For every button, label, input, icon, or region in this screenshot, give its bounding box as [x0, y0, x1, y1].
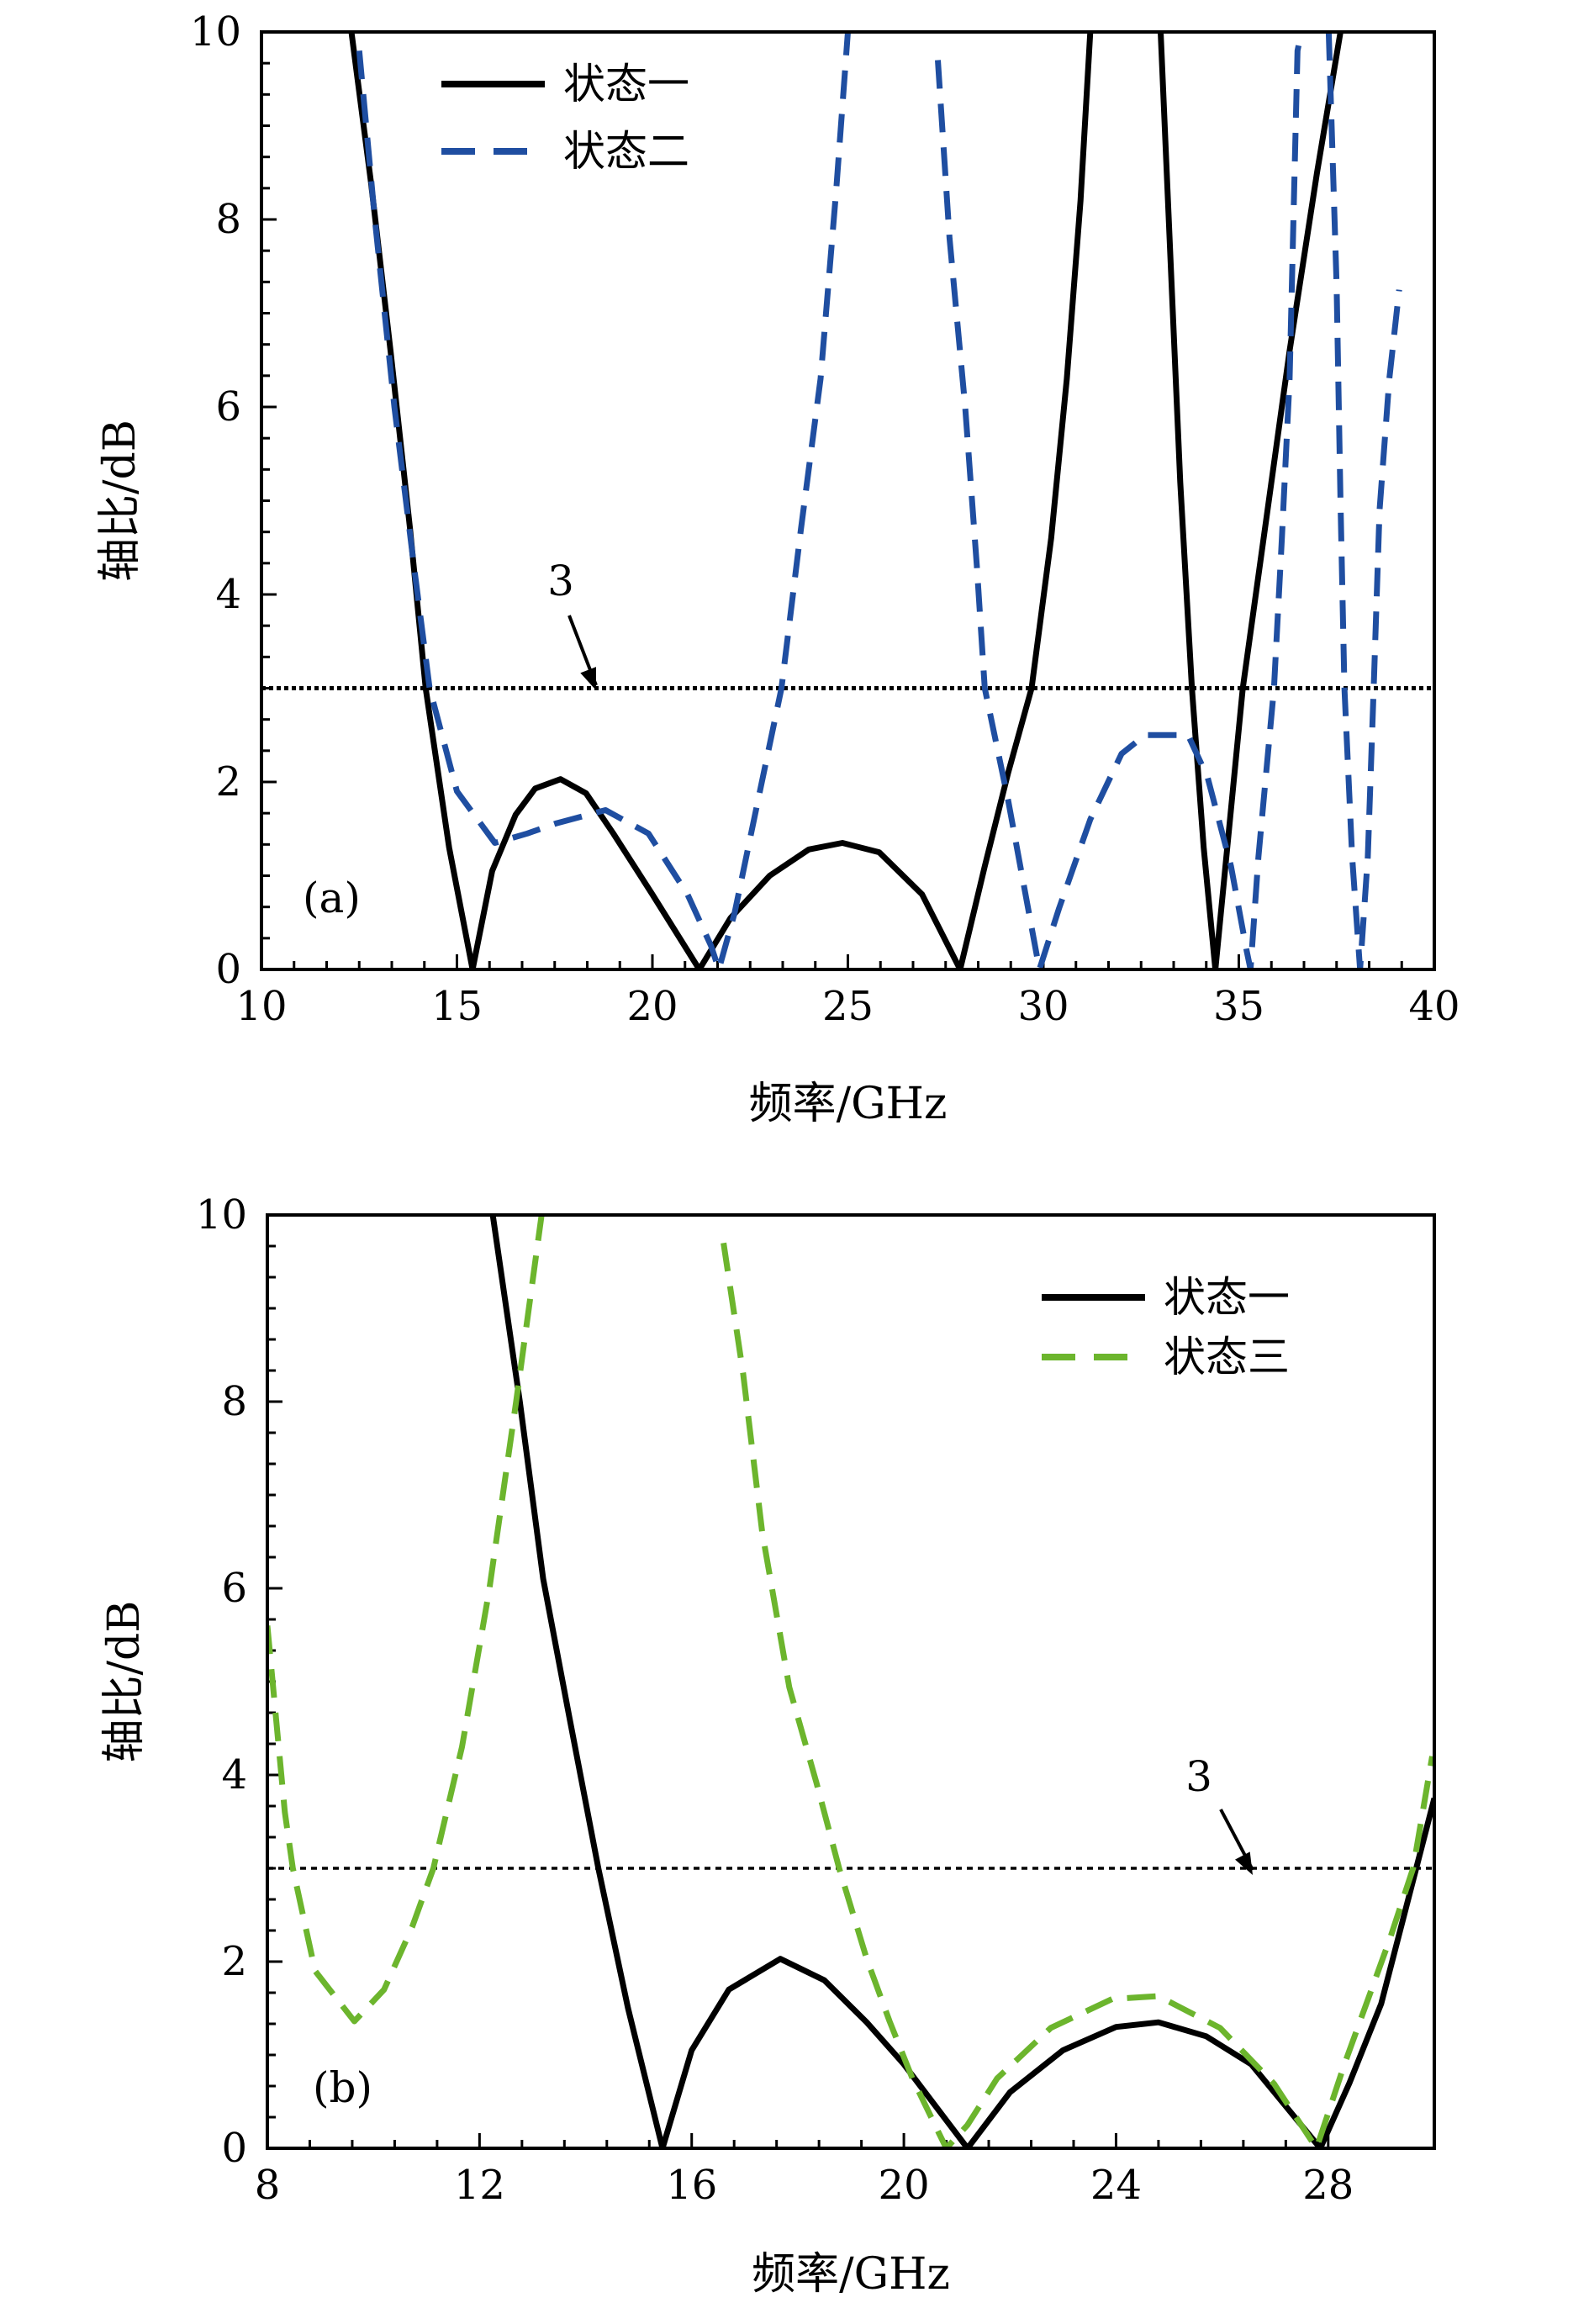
plot-frame	[266, 1213, 1436, 2150]
x-tick-label: 10	[235, 983, 287, 1030]
x-tick-label: 12	[454, 2162, 505, 2209]
y-tick-label: 4	[221, 1751, 247, 1798]
threshold-label: 3	[547, 557, 574, 605]
legend-label: 状态一	[1164, 1273, 1290, 1322]
series-line-2	[267, 1215, 545, 2025]
series-line-2	[1325, 32, 1402, 969]
series-line-2	[935, 32, 1305, 969]
x-tick-label: 8	[255, 2162, 281, 2209]
legend-label: 状态三	[1164, 1333, 1290, 1381]
series-line-2	[721, 1242, 1434, 2148]
panel-label: (b)	[313, 2063, 372, 2112]
y-tick-label: 10	[190, 8, 241, 55]
arrow-head-icon	[580, 667, 596, 690]
y-tick-label: 0	[221, 2125, 247, 2172]
x-axis-title: 频率/GHz	[752, 2249, 950, 2300]
series-line-1	[348, 32, 1094, 969]
series-line-2	[356, 32, 851, 969]
y-tick-label: 2	[215, 758, 241, 805]
y-tick-label: 4	[215, 571, 241, 618]
legend-label: 状态二	[563, 127, 689, 176]
y-tick-label: 2	[221, 1938, 247, 1985]
x-tick-label: 30	[1017, 983, 1069, 1030]
series-line-1	[489, 1215, 1434, 2148]
x-tick-label: 15	[431, 983, 483, 1030]
y-tick-label: 6	[215, 383, 241, 430]
y-tick-label: 8	[221, 1378, 247, 1425]
x-tick-label: 28	[1302, 2162, 1354, 2209]
y-tick-label: 0	[215, 946, 241, 993]
x-tick-label: 20	[879, 2162, 930, 2209]
x-tick-label: 24	[1090, 2162, 1142, 2209]
panel-label: (a)	[303, 874, 361, 922]
plot-frame	[260, 30, 1436, 971]
x-tick-label: 20	[626, 983, 678, 1030]
y-tick-label: 8	[215, 196, 241, 243]
x-tick-label: 35	[1213, 983, 1264, 1030]
arrow-head-icon	[1235, 1851, 1253, 1875]
threshold-label: 3	[1185, 1752, 1212, 1801]
y-axis-title: 轴比/dB	[99, 1600, 150, 1762]
x-axis-title: 频率/GHz	[749, 1079, 948, 1129]
x-tick-label: 16	[666, 2162, 717, 2209]
y-tick-label: 6	[221, 1565, 247, 1612]
y-axis-title: 轴比/dB	[95, 420, 145, 582]
x-tick-label: 40	[1408, 983, 1460, 1030]
series-line-1	[1158, 32, 1344, 969]
legend-label: 状态一	[563, 60, 689, 108]
x-tick-label: 25	[822, 983, 874, 1030]
y-tick-label: 10	[196, 1191, 247, 1239]
